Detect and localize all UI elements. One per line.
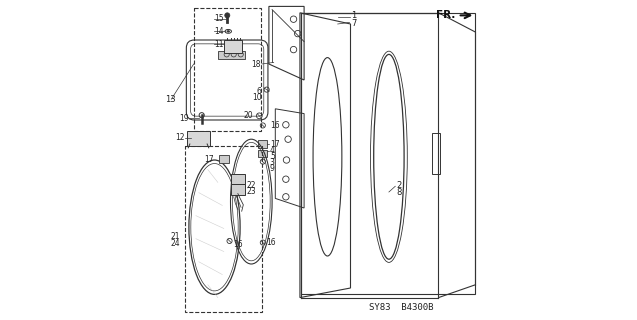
Text: 23: 23 <box>247 187 256 196</box>
Text: 16: 16 <box>270 121 280 130</box>
Text: 4: 4 <box>270 146 275 155</box>
Bar <box>432 133 440 174</box>
Text: 1: 1 <box>351 11 356 20</box>
FancyBboxPatch shape <box>231 184 245 195</box>
Text: 17: 17 <box>270 140 280 148</box>
Text: 14: 14 <box>215 27 224 36</box>
Text: 9: 9 <box>270 164 275 173</box>
Text: 7: 7 <box>351 19 357 28</box>
FancyBboxPatch shape <box>258 150 268 157</box>
FancyBboxPatch shape <box>218 155 229 163</box>
Bar <box>224 40 241 53</box>
Text: FR.: FR. <box>436 10 455 20</box>
Ellipse shape <box>227 31 229 32</box>
Bar <box>194 8 261 131</box>
FancyBboxPatch shape <box>187 131 210 146</box>
Text: 13: 13 <box>166 95 176 104</box>
Text: 16: 16 <box>233 240 243 249</box>
FancyBboxPatch shape <box>231 174 245 184</box>
Text: 12: 12 <box>176 133 185 142</box>
Text: 18: 18 <box>252 60 261 68</box>
Text: 20: 20 <box>243 111 253 120</box>
Circle shape <box>225 13 230 18</box>
Text: 2: 2 <box>396 181 401 190</box>
Text: SY83  B4300B: SY83 B4300B <box>369 303 434 312</box>
Text: 11: 11 <box>215 40 224 49</box>
Text: 3: 3 <box>270 158 275 167</box>
Text: 21: 21 <box>170 232 180 241</box>
Bar <box>218 51 245 59</box>
Text: 16: 16 <box>266 238 276 247</box>
Text: 19: 19 <box>179 114 189 123</box>
FancyBboxPatch shape <box>258 140 268 148</box>
Text: 24: 24 <box>170 239 180 248</box>
Text: 10: 10 <box>252 93 262 102</box>
Text: 22: 22 <box>247 181 256 190</box>
Bar <box>185 146 262 312</box>
Text: 15: 15 <box>215 14 224 23</box>
Text: 6: 6 <box>257 87 262 96</box>
Text: 17: 17 <box>204 155 213 164</box>
Text: 5: 5 <box>270 152 275 161</box>
Text: 8: 8 <box>396 188 402 196</box>
